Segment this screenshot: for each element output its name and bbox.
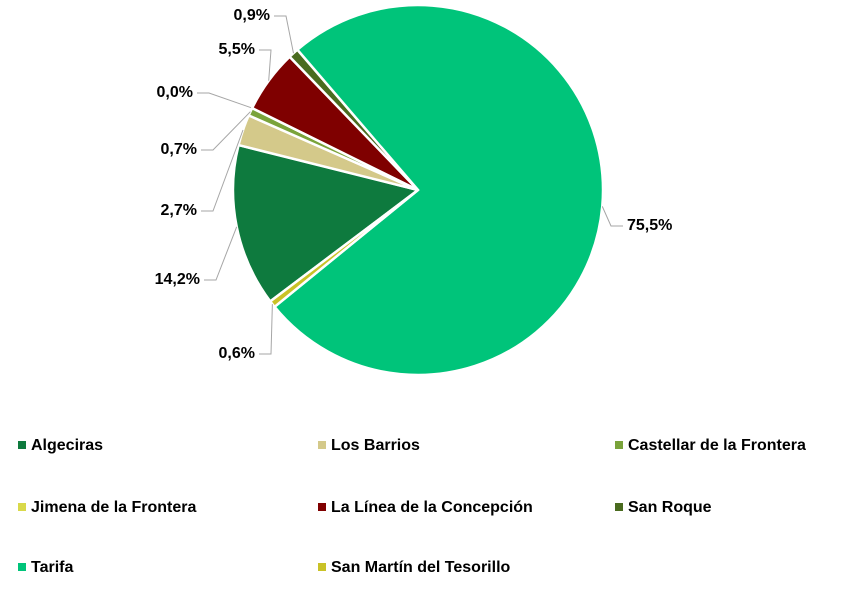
legend-swatch [18,441,26,449]
legend-label: Algeciras [31,437,103,454]
legend-swatch [615,441,623,449]
legend-label: Tarifa [31,559,73,576]
data-label: 0,6% [219,345,255,362]
data-label: 0,7% [161,141,197,158]
leader-line [259,49,272,81]
data-label: 0,0% [157,84,193,101]
leader-line [197,92,253,109]
legend-label: San Roque [628,499,712,516]
leader-line [201,129,244,212]
legend-swatch [18,503,26,511]
legend-label: San Martín del Tesorillo [331,559,511,576]
legend-label: Jimena de la Frontera [31,499,196,516]
data-label: 0,9% [234,7,270,24]
data-label: 75,5% [627,217,672,234]
data-label: 14,2% [155,271,200,288]
legend-swatch [318,441,326,449]
leader-line [204,226,238,281]
legend-label: La Línea de la Concepción [331,499,533,516]
leader-line [201,111,251,151]
legend-swatch [615,503,623,511]
leader-line [274,15,294,54]
data-label: 5,5% [219,41,255,58]
pie-slice [231,143,421,304]
legend-swatch [318,503,326,511]
leader-line [601,206,623,227]
legend-label: Castellar de la Frontera [628,437,806,454]
legend-label: Los Barrios [331,437,420,454]
legend-swatch [18,563,26,571]
leader-line [259,304,273,355]
data-label: 2,7% [161,202,197,219]
pie-slice [272,3,605,377]
legend-swatch [318,563,326,571]
